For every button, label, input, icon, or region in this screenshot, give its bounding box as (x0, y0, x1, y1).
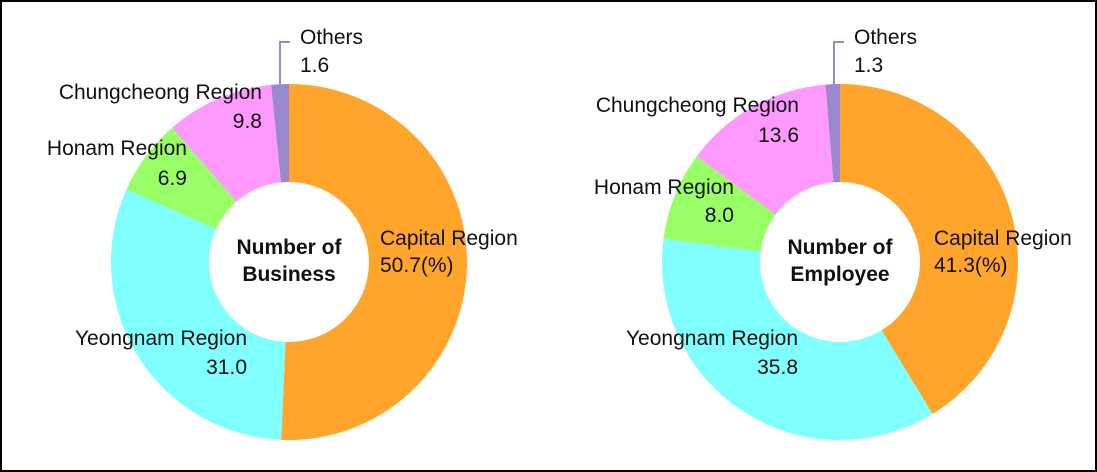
leader-line (279, 41, 290, 86)
category-label: Others (854, 26, 917, 49)
donut-segment (126, 127, 237, 230)
value-label: 6.9 (158, 167, 187, 190)
donut-segment (825, 84, 840, 183)
category-label: Others (300, 26, 363, 49)
center-title: Number of Employee (787, 236, 893, 286)
donut-segment (110, 189, 286, 440)
category-label: Chungcheong Region (596, 94, 799, 117)
value-label: 31.0 (206, 356, 247, 379)
value-label: 1.3 (854, 54, 883, 77)
category-label: Capital Region (380, 227, 518, 250)
donut-segment (271, 84, 289, 183)
leader-line (833, 41, 844, 86)
category-label: Chungcheong Region (59, 81, 262, 104)
category-label: Honam Region (47, 137, 187, 160)
donut-segment (661, 238, 933, 441)
value-label: 41.3(%) (934, 254, 1008, 277)
category-label: Yeongnam Region (626, 327, 798, 350)
category-label: Honam Region (594, 176, 734, 199)
value-label: 9.8 (233, 110, 262, 133)
donut-segment (172, 84, 281, 202)
donut-segment (663, 156, 776, 252)
value-label: 35.8 (757, 356, 798, 379)
category-label: Capital Region (934, 227, 1072, 250)
center-title: Number of Business (236, 236, 342, 286)
category-label: Yeongnam Region (75, 327, 247, 350)
value-label: 8.0 (705, 204, 734, 227)
value-label: 13.6 (758, 124, 799, 147)
donut-segment (696, 84, 834, 215)
donut-segment (840, 84, 1019, 415)
value-label: 50.7(%) (380, 254, 454, 277)
donut-segment (281, 84, 468, 440)
value-label: 1.6 (300, 54, 329, 77)
